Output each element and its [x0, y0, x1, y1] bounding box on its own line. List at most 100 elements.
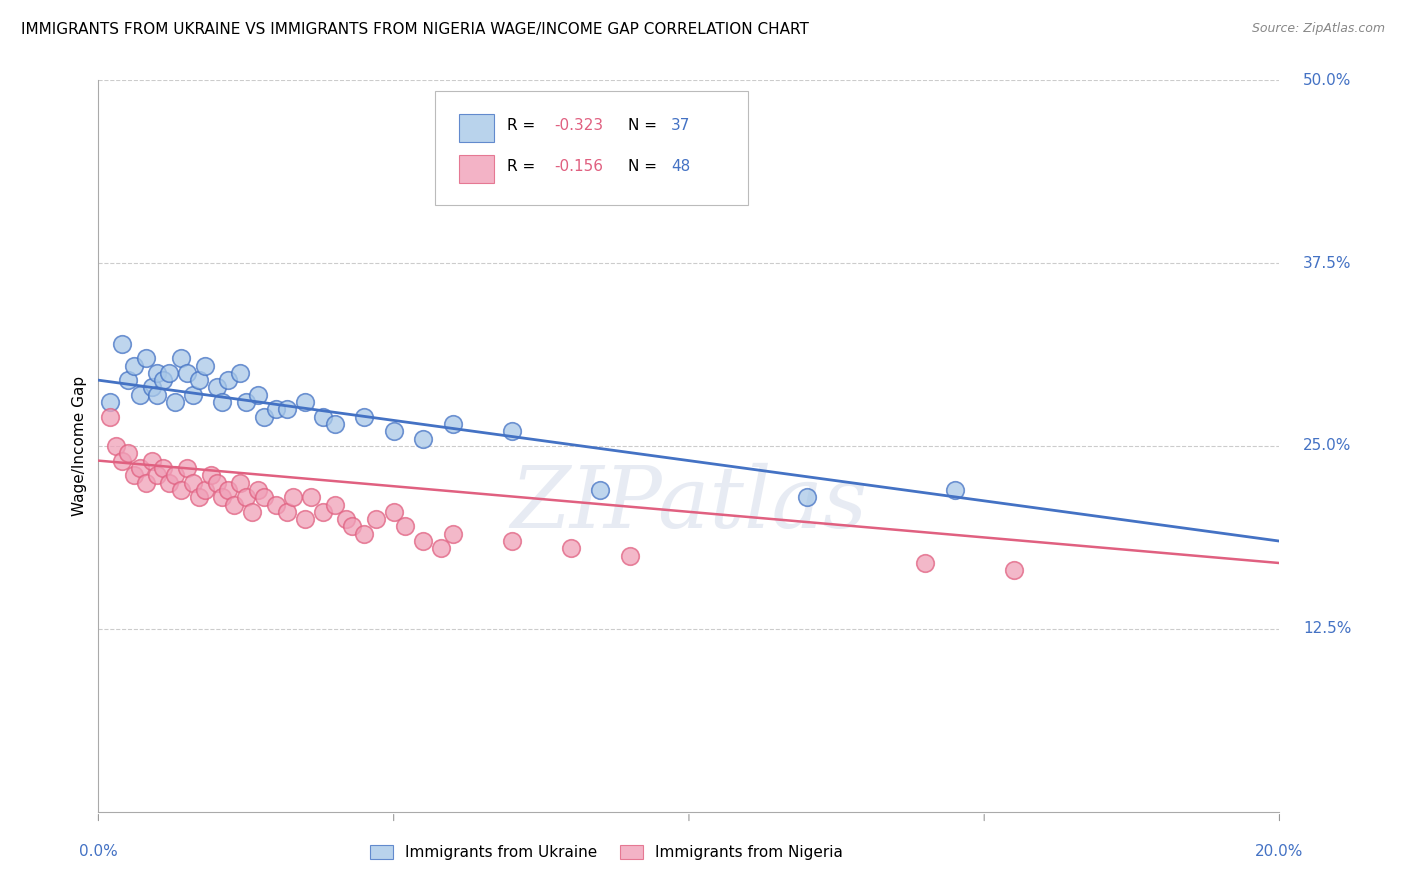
Point — [283, 490, 305, 504]
Point — [441, 526, 464, 541]
Point — [342, 519, 364, 533]
Point — [141, 380, 163, 394]
Point — [128, 388, 150, 402]
Point — [128, 461, 150, 475]
Point — [205, 380, 228, 394]
Point — [382, 505, 405, 519]
Point — [111, 336, 134, 351]
Point — [205, 475, 228, 490]
Point — [264, 402, 287, 417]
Y-axis label: Wage/Income Gap: Wage/Income Gap — [72, 376, 87, 516]
Point — [253, 490, 276, 504]
Point — [122, 468, 145, 483]
Point — [441, 417, 464, 431]
Text: IMMIGRANTS FROM UKRAINE VS IMMIGRANTS FROM NIGERIA WAGE/INCOME GAP CORRELATION C: IMMIGRANTS FROM UKRAINE VS IMMIGRANTS FR… — [21, 22, 808, 37]
Point — [235, 395, 257, 409]
Point — [98, 395, 121, 409]
Point — [229, 366, 252, 380]
Text: N =: N = — [627, 159, 661, 174]
Text: 48: 48 — [671, 159, 690, 174]
Point — [335, 512, 357, 526]
Point — [170, 483, 193, 497]
Text: 0.0%: 0.0% — [79, 844, 118, 859]
Point — [353, 409, 375, 424]
Point — [430, 541, 453, 556]
Point — [187, 490, 209, 504]
Point — [589, 483, 612, 497]
Point — [276, 402, 298, 417]
Point — [412, 534, 434, 549]
Point — [246, 483, 269, 497]
Point — [294, 395, 316, 409]
Point — [152, 461, 174, 475]
Point — [211, 395, 233, 409]
Point — [1002, 563, 1025, 577]
Point — [217, 483, 239, 497]
Point — [117, 373, 139, 387]
Point — [253, 409, 276, 424]
Point — [240, 505, 263, 519]
Point — [501, 425, 523, 439]
Point — [194, 483, 217, 497]
Point — [323, 498, 346, 512]
Text: -0.323: -0.323 — [554, 118, 603, 133]
Point — [187, 373, 209, 387]
Point — [276, 505, 298, 519]
Point — [146, 468, 169, 483]
Point — [135, 351, 157, 366]
Point — [619, 549, 641, 563]
Point — [560, 541, 582, 556]
Text: N =: N = — [627, 118, 661, 133]
Text: -0.156: -0.156 — [554, 159, 603, 174]
Point — [394, 519, 416, 533]
Text: R =: R = — [508, 118, 540, 133]
Point — [141, 453, 163, 467]
Point — [181, 388, 204, 402]
Point — [382, 425, 405, 439]
Point — [323, 417, 346, 431]
Point — [224, 498, 246, 512]
Text: 37.5%: 37.5% — [1303, 256, 1351, 270]
Text: 12.5%: 12.5% — [1303, 622, 1351, 636]
Point — [165, 395, 187, 409]
Point — [294, 512, 316, 526]
Point — [796, 490, 818, 504]
Text: 50.0%: 50.0% — [1303, 73, 1351, 87]
FancyBboxPatch shape — [458, 114, 494, 142]
Point — [98, 409, 121, 424]
Point — [146, 388, 169, 402]
Point — [229, 475, 252, 490]
Point — [217, 373, 239, 387]
Text: R =: R = — [508, 159, 540, 174]
Text: 20.0%: 20.0% — [1256, 844, 1303, 859]
Legend: Immigrants from Ukraine, Immigrants from Nigeria: Immigrants from Ukraine, Immigrants from… — [364, 838, 849, 866]
FancyBboxPatch shape — [434, 91, 748, 204]
Point — [200, 468, 222, 483]
Point — [122, 359, 145, 373]
Point — [312, 505, 335, 519]
Point — [105, 439, 128, 453]
Point — [235, 490, 257, 504]
Point — [146, 366, 169, 380]
Text: Source: ZipAtlas.com: Source: ZipAtlas.com — [1251, 22, 1385, 36]
FancyBboxPatch shape — [458, 155, 494, 183]
Point — [501, 534, 523, 549]
Text: ZIPatlas: ZIPatlas — [510, 463, 868, 546]
Text: 25.0%: 25.0% — [1303, 439, 1351, 453]
Point — [194, 359, 217, 373]
Point — [135, 475, 157, 490]
Point — [312, 409, 335, 424]
Point — [181, 475, 204, 490]
Point — [299, 490, 322, 504]
Point — [170, 351, 193, 366]
Point — [353, 526, 375, 541]
Point — [165, 468, 187, 483]
Point — [364, 512, 387, 526]
Text: 37: 37 — [671, 118, 690, 133]
Point — [176, 366, 198, 380]
Point — [176, 461, 198, 475]
Point — [914, 556, 936, 570]
Point — [117, 446, 139, 460]
Point — [412, 432, 434, 446]
Point — [246, 388, 269, 402]
